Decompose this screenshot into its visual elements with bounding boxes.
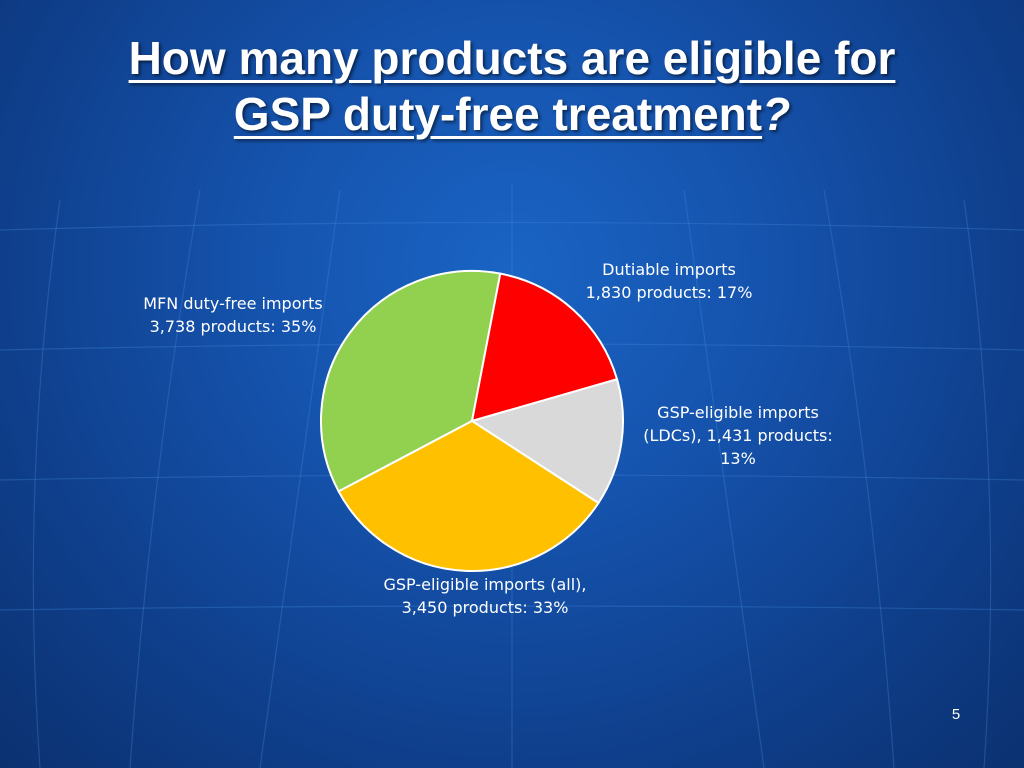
slide-title: How many products are eligible for GSP d… [0,30,1024,142]
pie-slice-1 [320,270,502,493]
slice-label-2-line-1: Dutiable imports [602,260,736,279]
slice-label-4: GSP-eligible imports (all), 3,450 product… [383,575,586,617]
slice-label-4-line-2: 3,450 products: 33% [402,598,569,617]
pie-slice-3 [469,378,624,505]
slice-label-2: Dutiable imports 1,830 products: 17% [586,260,753,302]
slice-label-1-line-1: MFN duty-free imports [143,294,322,313]
slice-label-1-line-2: 3,738 products: 35% [150,317,317,336]
slice-label-4-line-1: GSP-eligible imports (all), [383,575,586,594]
title-line-2: GSP duty-free treatment [233,88,763,140]
slice-label-2-line-2: 1,830 products: 17% [586,283,753,302]
title-line-1: How many products are eligible for [128,32,896,84]
page-number: 5 [951,706,961,723]
slice-label-3-line-3: 13% [720,449,756,468]
pie-slices [320,270,624,572]
title-question-mark: ? [762,88,791,140]
slice-label-3: GSP-eligible imports (LDCs), 1,431 produc… [643,403,833,468]
slice-label-3-line-2: (LDCs), 1,431 products: [643,426,833,445]
slice-label-3-line-1: GSP-eligible imports [657,403,819,422]
pie-slice-4 [337,419,600,572]
pie-slice-2 [470,272,619,423]
pie-labels: MFN duty-free imports 3,738 products: 35%… [143,260,832,617]
slice-label-1: MFN duty-free imports 3,738 products: 35% [143,294,322,336]
